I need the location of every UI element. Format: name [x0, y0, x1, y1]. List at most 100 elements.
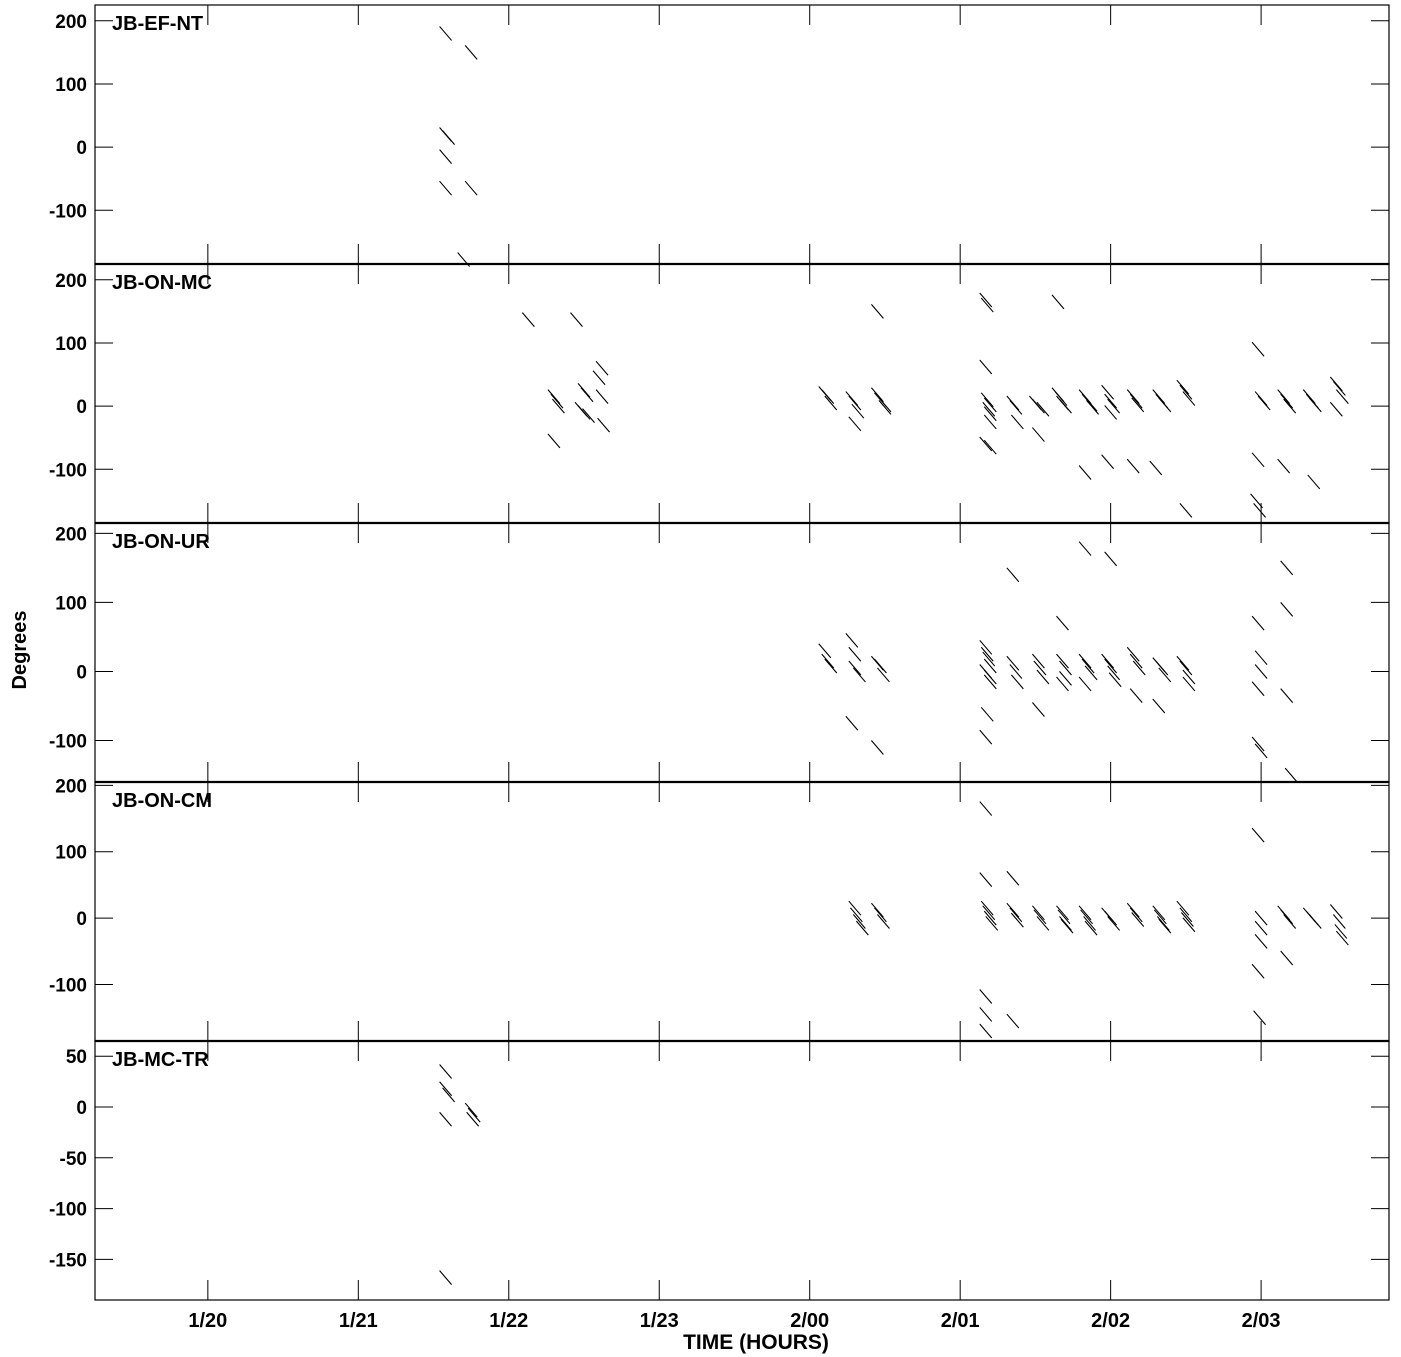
data-point [855, 920, 869, 936]
data-point [848, 395, 862, 411]
panel-frame [94, 263, 1390, 524]
data-point [1078, 541, 1092, 556]
data-point [1107, 916, 1121, 931]
data-point [845, 633, 859, 648]
data-point [1009, 907, 1023, 923]
data-point [1009, 664, 1023, 679]
data-point [1176, 379, 1190, 395]
data-point [871, 902, 884, 918]
data-point [874, 658, 887, 674]
data-point [871, 740, 884, 755]
data-point [1182, 917, 1196, 933]
data-point [979, 872, 993, 887]
data-point [1280, 950, 1294, 966]
data-point [1251, 827, 1265, 843]
data-point [1280, 909, 1294, 925]
data-point [983, 397, 997, 413]
data-point [1086, 400, 1100, 415]
data-point [464, 180, 478, 196]
data-point [1059, 671, 1072, 686]
data-point [1182, 669, 1196, 685]
data-point [1059, 398, 1072, 414]
data-point [1257, 395, 1271, 411]
data-point [1158, 397, 1172, 413]
data-point [1180, 912, 1194, 927]
data-point [983, 439, 997, 455]
data-point [1179, 660, 1193, 676]
data-point [877, 914, 890, 929]
data-point [1149, 460, 1163, 476]
data-point [1307, 474, 1321, 490]
data-point [1036, 401, 1050, 417]
data-point [1104, 910, 1118, 926]
data-point [1176, 655, 1190, 671]
panel-frame [94, 1040, 1390, 1301]
data-point [1126, 389, 1140, 405]
data-point [595, 360, 609, 376]
data-point [521, 312, 535, 327]
data-point [1031, 702, 1045, 717]
data-point [1251, 341, 1265, 357]
data-point [1031, 653, 1045, 669]
data-point [1156, 916, 1170, 931]
y-tick-label: 0 [76, 1098, 87, 1119]
data-point [979, 801, 993, 816]
data-point [1251, 615, 1265, 631]
data-point [1056, 676, 1069, 692]
data-point [1254, 391, 1268, 406]
data-point [577, 405, 591, 420]
data-point [464, 45, 478, 60]
data-point [1329, 904, 1343, 919]
data-point [1152, 905, 1166, 921]
y-tick-label: -100 [49, 976, 87, 997]
data-point [818, 643, 832, 659]
data-point [1129, 653, 1143, 669]
data-point [877, 667, 890, 683]
data-point [1277, 458, 1291, 474]
data-point [1033, 660, 1047, 676]
y-tick-label: 200 [55, 776, 87, 797]
y-tick-label: 200 [55, 271, 87, 292]
data-point [980, 706, 994, 722]
data-point [439, 1111, 453, 1127]
data-point [1132, 660, 1146, 676]
data-point [1302, 389, 1316, 405]
data-point [597, 417, 610, 433]
data-point [1081, 658, 1095, 674]
data-point [985, 916, 999, 931]
data-point [1010, 674, 1024, 690]
data-point [1253, 503, 1267, 518]
data-point [979, 639, 993, 655]
data-point [1254, 934, 1268, 949]
data-point [1131, 912, 1145, 927]
data-point [464, 1102, 478, 1118]
y-tick-label: -100 [49, 732, 87, 753]
data-point [1152, 698, 1166, 714]
data-point [1253, 1010, 1267, 1026]
data-point [1280, 601, 1294, 617]
data-point [1254, 910, 1268, 926]
data-point [552, 398, 565, 414]
data-point [980, 392, 994, 408]
data-point [439, 1081, 453, 1097]
data-point [1182, 676, 1196, 692]
data-point [442, 130, 456, 146]
data-point [1101, 653, 1115, 669]
x-tick-label: 1/22 [489, 1310, 528, 1332]
data-point [983, 669, 997, 685]
data-point [871, 304, 884, 319]
y-tick-label: 100 [55, 593, 87, 614]
data-point [547, 389, 561, 405]
data-point [1056, 905, 1069, 921]
data-point [1006, 870, 1020, 886]
data-point [1251, 681, 1265, 697]
data-point [982, 401, 996, 417]
x-axis-label: TIME (HOURS) [683, 1331, 829, 1354]
data-point [979, 729, 993, 745]
data-point [848, 416, 862, 432]
data-point [1033, 909, 1047, 925]
y-tick-label: 0 [76, 662, 87, 683]
data-point [983, 674, 997, 690]
data-point [1031, 905, 1045, 921]
